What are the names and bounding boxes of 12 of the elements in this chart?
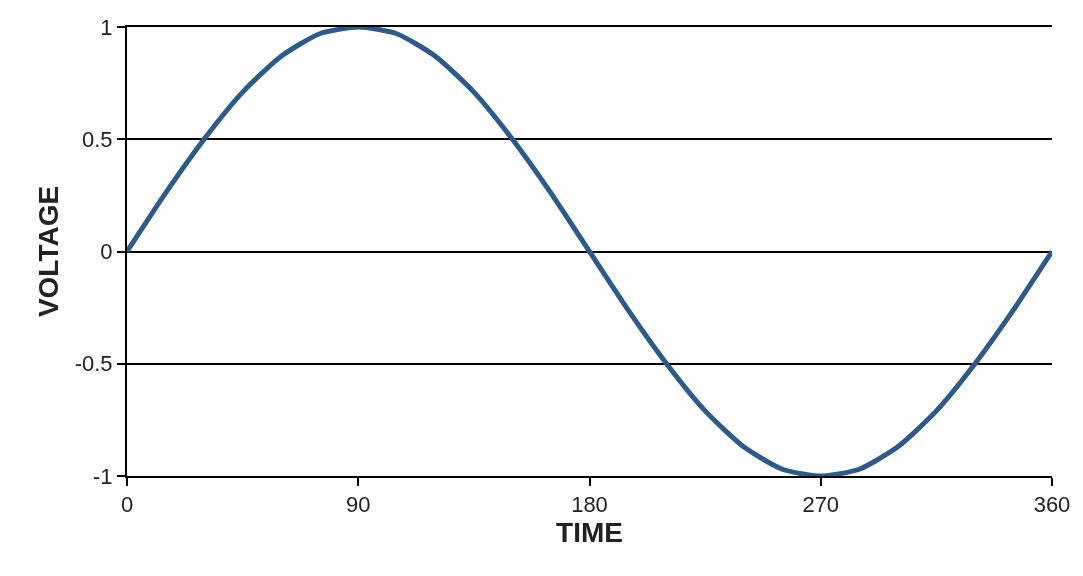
y-tick-label: 0.5 — [82, 126, 113, 152]
x-tick-label: 180 — [571, 492, 608, 518]
x-tick-label: 0 — [120, 492, 134, 518]
y-tick-label: 1 — [100, 14, 113, 40]
y-tick-label: -1 — [93, 463, 113, 489]
y-tick-label: 0 — [100, 239, 113, 265]
x-tick-label: 270 — [802, 492, 840, 518]
x-tick-label: 360 — [1033, 492, 1071, 518]
y-tick-label: -0.5 — [74, 351, 113, 377]
x-tick-label: 90 — [346, 492, 371, 518]
x-axis-title: TIME — [556, 517, 623, 549]
y-axis-title: VOLTAGE — [32, 185, 64, 318]
